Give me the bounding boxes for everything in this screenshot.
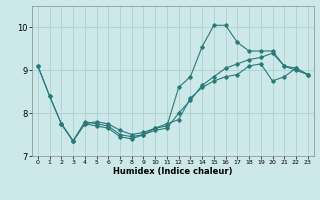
X-axis label: Humidex (Indice chaleur): Humidex (Indice chaleur) — [113, 167, 233, 176]
